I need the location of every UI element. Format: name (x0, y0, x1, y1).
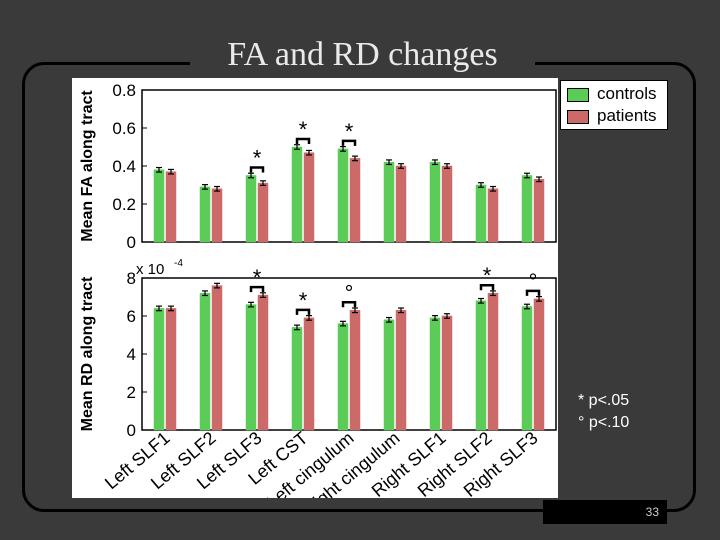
fa-significance-marker: * (299, 117, 308, 142)
fa-bar-controls (199, 186, 211, 243)
rd-significance-marker: ° (345, 280, 354, 305)
rd-bar-controls (429, 317, 441, 431)
rd-significance-bracket (295, 308, 311, 315)
fa-significance-marker: * (345, 119, 354, 144)
fa-ytick-label: 0.2 (112, 195, 136, 214)
rd-bar-patients (349, 310, 361, 431)
rd-ytick-label: 4 (127, 345, 136, 364)
rd-bar-patients (165, 308, 177, 431)
fa-bar-patients (211, 188, 223, 243)
fa-bar-patients (441, 165, 453, 243)
fa-significance-bracket (295, 137, 311, 144)
rd-bar-controls (153, 308, 165, 431)
legend-label-patients: patients (597, 106, 657, 125)
rd-significance-marker: * (299, 288, 308, 313)
chart-legend: controls patients (560, 80, 668, 130)
fa-bar-patients (257, 182, 269, 243)
chart-figure: 0 0.2 0.4 0.6 0.8 Mean FA along tract * * * 0 2 4 6 8… (72, 78, 558, 520)
fa-bar-controls (521, 175, 533, 243)
fa-bar-controls (383, 161, 395, 243)
rd-bar-patients (303, 317, 315, 431)
rd-bar-controls (475, 300, 487, 431)
legend-item-controls: controls (567, 84, 663, 104)
chart-svg: 0 0.2 0.4 0.6 0.8 Mean FA along tract * * * 0 2 4 6 8… (79, 81, 557, 520)
fa-bar-controls (475, 184, 487, 243)
rd-bar-patients (487, 292, 499, 431)
rd-scale-exponent: -4 (174, 258, 183, 269)
rd-bar-controls (383, 319, 395, 431)
slide-title: FA and RD changes (190, 30, 535, 80)
fa-ytick-label: 0.6 (112, 119, 136, 138)
legend-swatch-controls (567, 88, 589, 102)
rd-significance-marker: ° (529, 269, 538, 294)
fa-bar-controls (291, 146, 303, 243)
rd-significance-bracket (249, 285, 265, 293)
fa-bar-patients (395, 165, 407, 243)
legend-label-controls: controls (597, 84, 657, 103)
fa-bar-patients (303, 152, 315, 243)
page-number: 33 (645, 505, 659, 519)
fa-bar-controls (245, 175, 257, 243)
fa-significance-bracket (341, 139, 357, 146)
fa-bar-patients (165, 171, 177, 243)
fa-significance-marker: * (253, 146, 262, 171)
rd-significance-marker: * (253, 265, 262, 290)
rd-bar-patients (211, 285, 223, 431)
fa-significance-bracket (249, 166, 265, 173)
rd-bar-controls (245, 304, 257, 431)
rd-significance-bracket (479, 283, 495, 291)
rd-ytick-label: 6 (127, 307, 136, 326)
rd-significance-bracket (525, 289, 541, 296)
rd-bar-controls (521, 306, 533, 431)
fa-bar-controls (429, 161, 441, 243)
page-number-box: 33 (543, 500, 667, 524)
legend-item-patients: patients (567, 106, 663, 126)
rd-bar-controls (337, 323, 349, 431)
rd-ytick-label: 8 (127, 269, 136, 288)
fa-bar-patients (533, 179, 545, 243)
rd-bar-patients (533, 298, 545, 431)
rd-significance-bracket (341, 301, 357, 308)
fa-bar-controls (337, 148, 349, 243)
rd-ytick-label: 0 (127, 421, 136, 440)
fa-ytick-label: 0.4 (112, 157, 136, 176)
legend-swatch-patients (567, 110, 589, 124)
rd-ytick-label: 2 (127, 383, 136, 402)
rd-scale-label: x 10 (136, 261, 164, 278)
rd-significance-marker: * (483, 263, 492, 288)
rd-bar-controls (291, 327, 303, 431)
fa-ylabel: Mean FA along tract (79, 90, 96, 242)
rd-bar-patients (257, 294, 269, 431)
significance-note: * p<.05 (578, 392, 630, 409)
trend-note: ° p<.10 (578, 414, 630, 431)
rd-bar-patients (441, 315, 453, 431)
fa-bar-patients (487, 188, 499, 243)
fa-bar-patients (349, 158, 361, 243)
fa-bar-controls (153, 169, 165, 243)
fa-ytick-label: 0 (127, 233, 136, 252)
fa-ytick-label: 0.8 (112, 81, 136, 100)
rd-bar-controls (199, 292, 211, 431)
rd-bar-patients (395, 310, 407, 431)
rd-ylabel: Mean RD along tract (79, 276, 96, 431)
